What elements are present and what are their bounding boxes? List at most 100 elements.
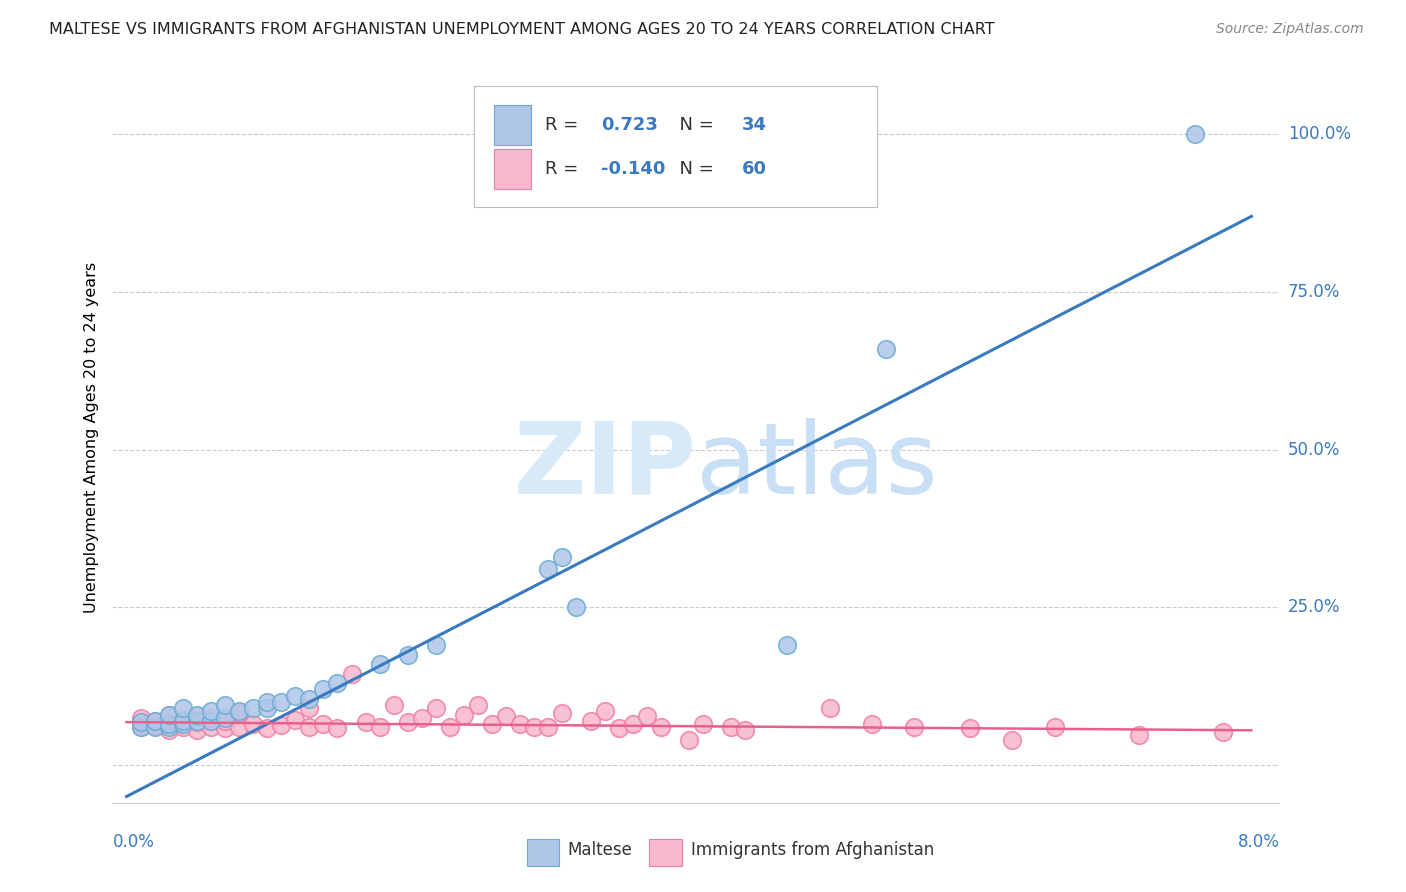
Point xyxy=(172,720,194,734)
Point xyxy=(650,720,672,734)
Point xyxy=(1001,732,1024,747)
Point xyxy=(143,718,166,732)
Point xyxy=(1043,720,1066,734)
Text: 100.0%: 100.0% xyxy=(1288,126,1351,144)
Point xyxy=(776,638,799,652)
Point xyxy=(284,713,307,727)
Point xyxy=(129,720,152,734)
Text: 8.0%: 8.0% xyxy=(1237,833,1279,851)
Point xyxy=(157,717,180,731)
Text: Immigrants from Afghanistan: Immigrants from Afghanistan xyxy=(692,841,935,859)
Point xyxy=(256,701,278,715)
Text: 0.0%: 0.0% xyxy=(112,833,155,851)
Point xyxy=(157,720,180,734)
Text: ZIP: ZIP xyxy=(513,417,696,515)
Point xyxy=(875,342,897,356)
Point xyxy=(172,701,194,715)
Point xyxy=(228,705,250,719)
Text: 75.0%: 75.0% xyxy=(1288,283,1340,301)
Point xyxy=(1128,728,1150,742)
Text: 50.0%: 50.0% xyxy=(1288,441,1340,458)
Point xyxy=(228,706,250,721)
Point xyxy=(818,701,841,715)
Point xyxy=(228,720,250,734)
Point xyxy=(200,714,222,728)
Point xyxy=(298,701,321,715)
Text: -0.140: -0.140 xyxy=(602,160,666,178)
Point xyxy=(186,723,208,738)
Point xyxy=(186,714,208,728)
Text: 25.0%: 25.0% xyxy=(1288,599,1340,616)
Point xyxy=(720,720,742,734)
Point xyxy=(157,717,180,731)
FancyBboxPatch shape xyxy=(494,104,531,145)
Point xyxy=(495,708,517,723)
Point xyxy=(256,722,278,736)
Point xyxy=(607,722,630,736)
Point xyxy=(903,720,925,734)
Point xyxy=(565,600,588,615)
Point xyxy=(340,666,363,681)
Point xyxy=(200,705,222,719)
Text: Maltese: Maltese xyxy=(568,841,633,859)
Point xyxy=(256,695,278,709)
Point xyxy=(200,711,222,725)
Point xyxy=(425,638,447,652)
Point xyxy=(425,701,447,715)
Point xyxy=(551,706,574,721)
Point xyxy=(242,717,264,731)
Point xyxy=(411,711,433,725)
Text: atlas: atlas xyxy=(696,417,938,515)
Point xyxy=(537,720,560,734)
Point xyxy=(860,717,883,731)
Point xyxy=(186,707,208,722)
Point xyxy=(467,698,489,712)
Point xyxy=(396,715,419,730)
Point xyxy=(382,698,405,712)
Point xyxy=(172,713,194,727)
Text: R =: R = xyxy=(546,116,585,134)
Point xyxy=(326,722,349,736)
Point xyxy=(368,657,391,671)
Point xyxy=(636,708,658,723)
Point xyxy=(959,722,981,736)
Point xyxy=(453,707,475,722)
Point xyxy=(172,717,194,731)
Point xyxy=(214,698,236,712)
Point xyxy=(186,715,208,730)
Point xyxy=(621,717,644,731)
Point xyxy=(157,723,180,738)
Point xyxy=(214,711,236,725)
Text: R =: R = xyxy=(546,160,585,178)
Point xyxy=(509,717,531,731)
Point xyxy=(1212,725,1234,739)
FancyBboxPatch shape xyxy=(527,838,560,866)
Point xyxy=(537,562,560,576)
Point xyxy=(129,715,152,730)
Point xyxy=(143,714,166,728)
Point xyxy=(129,720,152,734)
Point xyxy=(439,720,461,734)
Text: Source: ZipAtlas.com: Source: ZipAtlas.com xyxy=(1216,22,1364,37)
Point xyxy=(481,717,503,731)
Point xyxy=(692,717,714,731)
Point xyxy=(579,714,602,728)
Text: MALTESE VS IMMIGRANTS FROM AFGHANISTAN UNEMPLOYMENT AMONG AGES 20 TO 24 YEARS CO: MALTESE VS IMMIGRANTS FROM AFGHANISTAN U… xyxy=(49,22,995,37)
Point xyxy=(551,549,574,564)
Point xyxy=(354,715,377,730)
Point xyxy=(368,720,391,734)
Point xyxy=(143,714,166,728)
Point xyxy=(270,718,292,732)
Point xyxy=(593,705,616,719)
Point xyxy=(129,711,152,725)
Point xyxy=(284,689,307,703)
FancyBboxPatch shape xyxy=(474,86,877,207)
Point xyxy=(157,707,180,722)
Point xyxy=(214,722,236,736)
Text: N =: N = xyxy=(668,116,720,134)
Point xyxy=(312,717,335,731)
Point xyxy=(312,682,335,697)
Point xyxy=(1184,128,1206,142)
Point xyxy=(270,695,292,709)
Point xyxy=(298,720,321,734)
